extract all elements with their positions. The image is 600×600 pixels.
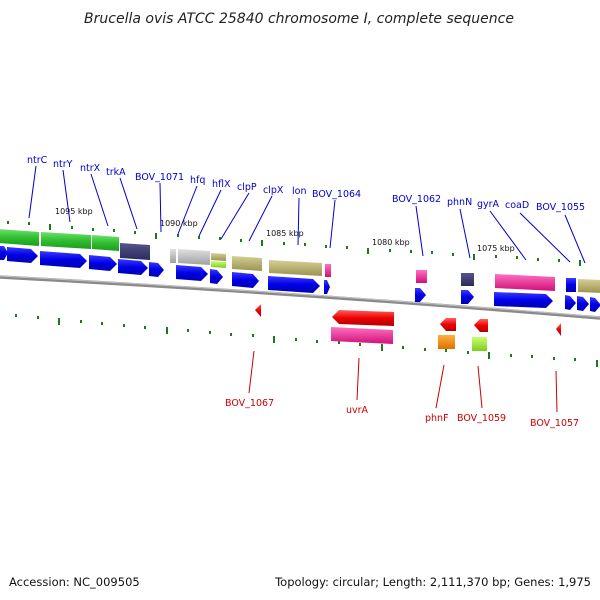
cds-arrow-2[interactable] — [7, 247, 38, 263]
gene-hfq-feature[interactable] — [178, 249, 210, 265]
gene-label-ntrX: ntrX — [80, 163, 101, 174]
scale-ticks — [7, 221, 598, 367]
map-title: Brucella ovis ATCC 25840 chromosome I, c… — [84, 11, 514, 27]
gene-ntrX[interactable] — [92, 235, 119, 251]
cds-arrow-3[interactable] — [40, 251, 87, 268]
cds-arrow-6[interactable] — [149, 262, 164, 277]
gene-label-clpP: clpP — [237, 182, 257, 193]
gene-label-clpX: clpX — [263, 185, 284, 196]
cds-reverse-BOV_1067[interactable] — [255, 304, 261, 317]
gene-BOV_1071-feature[interactable] — [170, 249, 176, 263]
cds-arrow-8[interactable] — [210, 269, 223, 284]
cds-arrow-1[interactable] — [0, 246, 8, 260]
gene-label-trkA: trkA — [106, 167, 126, 178]
gene-uvrA-feature[interactable] — [331, 327, 393, 344]
cds-arrow-12[interactable] — [415, 288, 426, 302]
gene-label-BOV_1064: BOV_1064 — [312, 189, 361, 200]
gene-hflX-feature[interactable] — [211, 253, 226, 261]
cds-arrow-11[interactable] — [324, 280, 330, 294]
scale-label-1080: 1080 kbp — [372, 238, 410, 247]
scale-label-1090: 1090 kbp — [160, 219, 198, 228]
top-label-leaders — [28, 165, 586, 264]
gene-BOV_1062-feature[interactable] — [416, 270, 427, 283]
gene-label-BOV_1071: BOV_1071 — [135, 172, 184, 183]
cds-arrow-17[interactable] — [590, 297, 600, 312]
cds-arrow-15[interactable] — [565, 295, 576, 310]
chromosome-backbone — [0, 275, 600, 320]
gene-hflX-feature-b[interactable] — [211, 261, 226, 268]
gene-phnF-feature[interactable] — [438, 335, 455, 349]
cds-reverse-phnF[interactable] — [440, 318, 456, 331]
gene-label-phnF: phnF — [425, 413, 449, 424]
gene-coaD-feature[interactable] — [566, 278, 576, 292]
cds-arrow-9[interactable] — [232, 272, 259, 288]
cds-reverse-BOV_1057[interactable] — [556, 323, 561, 336]
gene-label-BOV_1055: BOV_1055 — [536, 202, 585, 213]
gene-label-ntrY: ntrY — [53, 159, 73, 170]
gene-label-BOV_1057: BOV_1057 — [530, 418, 579, 429]
topology-text: Topology: circular; Length: 2,111,370 bp… — [274, 575, 591, 589]
scale-label-1075: 1075 kbp — [477, 244, 515, 253]
gene-BOV_1055-feature[interactable] — [578, 279, 600, 293]
cds-arrow-13[interactable] — [461, 290, 474, 304]
feature-track-outer — [0, 229, 600, 293]
cds-arrow-7[interactable] — [176, 265, 208, 281]
cds-arrow-5[interactable] — [118, 259, 148, 275]
feature-track-reverse — [255, 304, 561, 351]
gene-clpX-feature[interactable] — [269, 260, 322, 276]
cds-reverse-uvrA[interactable] — [332, 310, 394, 326]
gene-clpP-feature[interactable] — [232, 256, 262, 271]
gene-label-uvrA: uvrA — [346, 405, 369, 416]
gene-gyrA-feature[interactable] — [495, 274, 555, 291]
gene-label-BOV_1067: BOV_1067 — [225, 398, 274, 409]
scale-label-1085: 1085 kbp — [266, 229, 304, 238]
cds-arrow-4[interactable] — [89, 255, 117, 271]
cds-arrow-16[interactable] — [577, 296, 589, 311]
gene-label-coaD: coaD — [505, 200, 529, 211]
cds-arrow-10[interactable] — [268, 276, 320, 293]
feature-track-forward — [0, 246, 600, 312]
gene-label-BOV_1062: BOV_1062 — [392, 194, 441, 205]
gene-label-hfq: hfq — [190, 175, 205, 186]
gene-ntrC[interactable] — [0, 229, 39, 246]
gene-label-phnN: phnN — [447, 197, 472, 208]
gene-label-ntrC: ntrC — [27, 155, 48, 166]
accession-text: Accession: NC_009505 — [9, 575, 140, 589]
gene-trkA[interactable] — [120, 243, 150, 260]
scale-label-1095: 1095 kbp — [55, 207, 93, 216]
gene-label-hflX: hflX — [212, 179, 231, 190]
gene-label-BOV_1059: BOV_1059 — [457, 413, 506, 424]
cds-arrow-14[interactable] — [494, 292, 553, 308]
gene-BOV_1059-feature[interactable] — [472, 337, 487, 351]
gene-label-gyrA: gyrA — [477, 199, 500, 210]
gene-phnN-feature[interactable] — [461, 273, 474, 286]
gene-label-lon: lon — [292, 186, 306, 197]
bottom-label-leaders — [248, 350, 558, 413]
gene-ntrY[interactable] — [41, 232, 91, 249]
gene-BOV_1064-feature[interactable] — [325, 264, 331, 277]
cds-reverse-BOV_1059[interactable] — [474, 319, 488, 332]
